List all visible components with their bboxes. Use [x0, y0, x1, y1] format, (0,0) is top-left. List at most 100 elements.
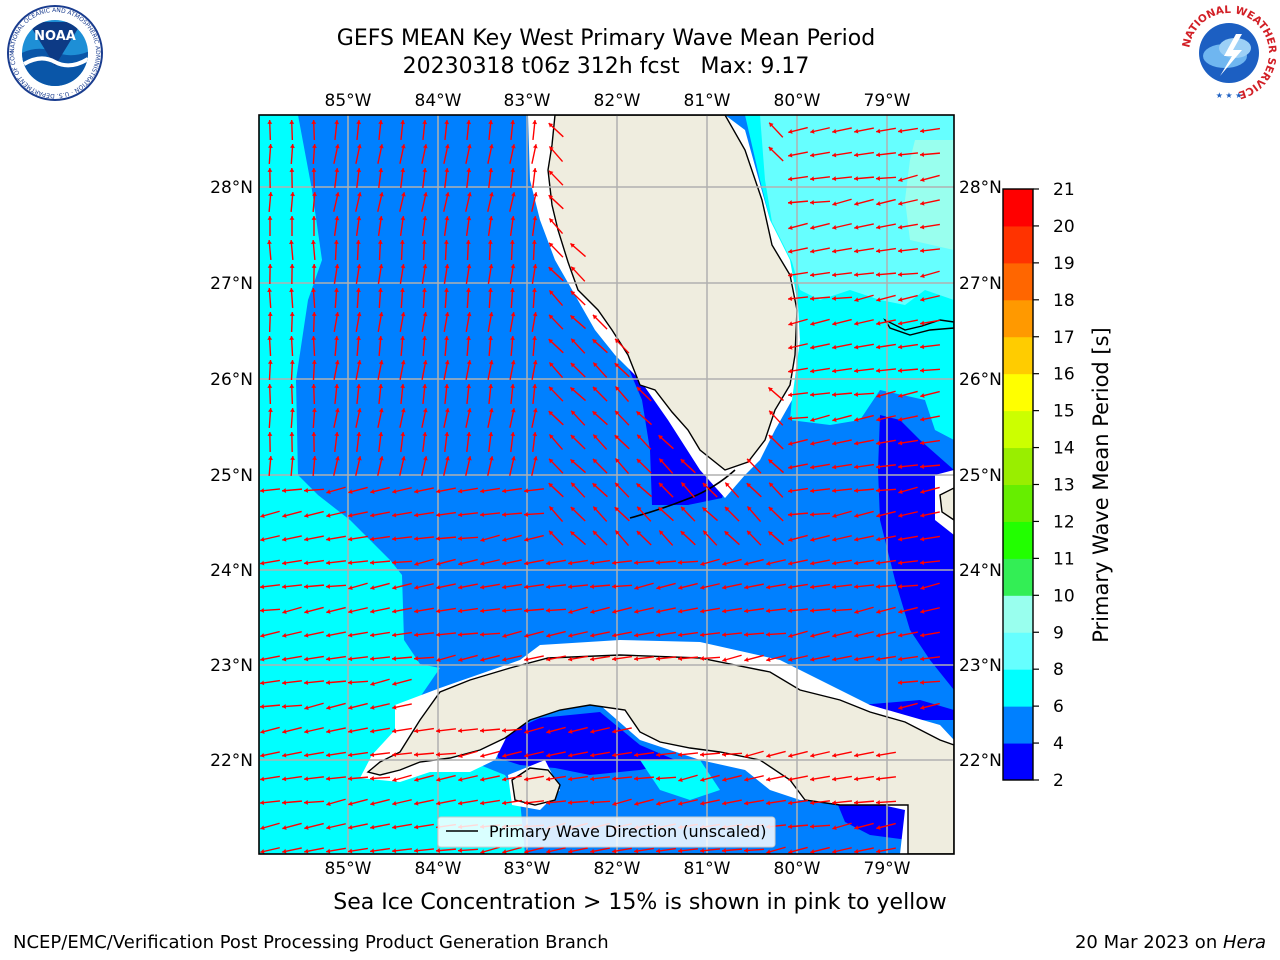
wave-direction-arrow	[546, 847, 566, 854]
wave-direction-arrow	[768, 410, 784, 426]
wave-direction-arrow	[414, 774, 434, 782]
wave-direction-arrow	[766, 775, 786, 782]
wave-direction-arrow	[436, 487, 456, 494]
wave-direction-arrow	[568, 559, 588, 566]
wave-direction-arrow	[443, 360, 450, 380]
lon-labels-top: 85°W 84°W 83°W 82°W 81°W 80°W 79°W	[325, 91, 911, 111]
wave-direction-arrow	[787, 200, 809, 205]
wave-direction-arrow	[744, 583, 764, 590]
wave-direction-arrow	[567, 800, 589, 805]
wave-direction-arrow	[590, 606, 610, 614]
wave-direction-arrow	[634, 798, 654, 806]
wave-direction-arrow	[810, 414, 830, 423]
wave-direction-arrow	[443, 215, 450, 237]
wave-direction-arrow	[378, 335, 383, 357]
wave-direction-arrow	[267, 431, 273, 453]
wave-direction-arrow	[831, 800, 853, 806]
wave-direction-arrow	[399, 264, 406, 284]
wave-direction-arrow	[347, 776, 369, 781]
wave-direction-arrow	[548, 530, 564, 546]
wave-direction-arrow	[788, 367, 808, 374]
wave-direction-arrow	[545, 584, 567, 590]
wave-direction-arrow	[282, 510, 302, 518]
wave-direction-arrow	[768, 146, 784, 162]
wave-direction-arrow	[898, 223, 918, 230]
wave-direction-arrow	[501, 608, 523, 614]
wave-direction-arrow	[465, 192, 472, 212]
wave-direction-arrow	[875, 464, 897, 470]
wave-direction-arrow	[634, 607, 654, 614]
wave-direction-arrow	[479, 728, 501, 733]
wave-direction-arrow	[569, 530, 587, 546]
wave-direction-arrow	[614, 482, 630, 498]
colorbar-segment	[1003, 521, 1033, 559]
wave-direction-arrow	[635, 482, 653, 498]
arrow-legend: Primary Wave Direction (unscaled)	[437, 816, 776, 848]
lon-label-bottom: 80°W	[774, 859, 821, 879]
wave-direction-arrow	[311, 335, 317, 357]
wave-direction-arrow	[510, 119, 516, 141]
wave-direction-arrow	[677, 656, 699, 661]
wave-direction-arrow	[465, 144, 472, 164]
wave-direction-arrow	[502, 750, 522, 758]
wave-direction-arrow	[414, 607, 434, 614]
wave-direction-arrow	[590, 655, 610, 662]
wave-direction-arrow	[590, 727, 610, 734]
wave-direction-arrow	[898, 390, 918, 398]
wave-direction-arrow	[377, 312, 384, 332]
wave-direction-arrow	[334, 383, 340, 405]
wave-direction-arrow	[876, 198, 896, 206]
wave-direction-arrow	[333, 360, 340, 380]
wave-direction-arrow	[391, 560, 413, 565]
wave-direction-arrow	[744, 750, 764, 759]
wave-direction-arrow	[548, 386, 564, 402]
wave-direction-arrow	[568, 751, 588, 758]
wave-direction-arrow	[702, 530, 718, 546]
wave-direction-arrow	[722, 654, 742, 663]
lon-label-top: 83°W	[504, 91, 551, 111]
wave-direction-arrow	[355, 360, 362, 380]
wave-direction-arrow	[787, 824, 809, 829]
wave-direction-arrow	[810, 559, 830, 566]
wave-direction-arrow	[633, 560, 655, 566]
wave-direction-arrow	[680, 506, 696, 522]
wave-direction-arrow	[876, 127, 896, 134]
wave-direction-arrow	[268, 143, 273, 165]
colorbar-tick-label: 11	[1053, 549, 1075, 569]
wave-direction-arrow	[260, 655, 280, 662]
wave-direction-arrow	[765, 632, 787, 637]
lon-label-bottom: 83°W	[504, 859, 551, 879]
wave-direction-arrow	[355, 264, 362, 284]
wave-direction-arrow	[655, 776, 677, 781]
wave-direction-arrow	[853, 176, 875, 181]
wave-direction-arrow	[400, 431, 406, 453]
wave-direction-arrow	[370, 727, 390, 734]
wave-direction-arrow	[570, 290, 586, 306]
colorbar-tick-label: 20	[1053, 217, 1075, 237]
wave-direction-arrow	[304, 606, 324, 614]
wave-direction-arrow	[810, 222, 830, 230]
colorbar-tick-label: 2	[1053, 771, 1064, 791]
wave-direction-arrow	[400, 287, 405, 309]
wave-direction-arrow	[267, 287, 272, 309]
wave-direction-arrow	[413, 656, 435, 661]
wave-direction-arrow	[348, 702, 368, 710]
wave-direction-arrow	[435, 536, 457, 541]
wave-direction-arrow	[421, 215, 428, 237]
wave-direction-arrow	[744, 799, 764, 806]
wave-direction-arrow	[832, 751, 852, 758]
wave-direction-arrow	[788, 126, 808, 134]
wave-direction-arrow	[443, 456, 450, 476]
wave-direction-arrow	[678, 799, 698, 806]
wave-direction-arrow	[699, 632, 721, 638]
wave-direction-arrow	[436, 558, 456, 566]
wave-direction-arrow	[281, 584, 303, 590]
footer-credit: NCEP/EMC/Verification Post Processing Pr…	[13, 932, 609, 953]
wave-direction-arrow	[267, 335, 273, 357]
wave-direction-arrow	[267, 383, 273, 405]
wave-direction-arrow	[546, 726, 566, 734]
wave-direction-arrow	[810, 439, 830, 446]
wave-direction-arrow	[502, 534, 522, 542]
wave-direction-arrow	[832, 559, 852, 566]
wave-direction-arrow	[487, 239, 493, 261]
